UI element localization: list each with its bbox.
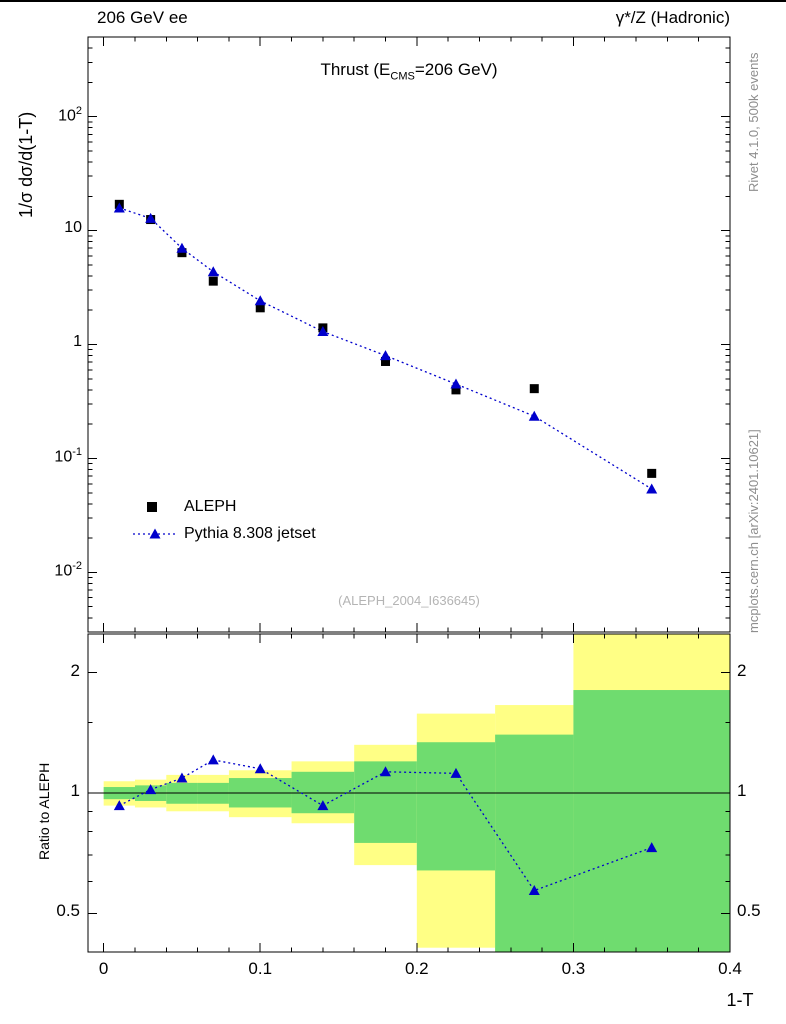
- process-label: γ*/Z (Hadronic): [615, 8, 730, 27]
- title-pre: Thrust (E: [320, 60, 391, 79]
- main-data-series: [113, 199, 658, 494]
- x-axis-label: 1-T: [726, 990, 754, 1010]
- legend-label-aleph: ALEPH: [184, 498, 237, 515]
- mcplots-reference-note: mcplots.cern.ch [arXiv:2401.10621]: [746, 429, 761, 633]
- legend-markers: [133, 502, 177, 539]
- beam-energy-label: 206 GeV ee: [97, 8, 188, 27]
- title-subscript: CMS: [390, 70, 415, 83]
- title-post: =206 GeV): [414, 60, 498, 79]
- rivet-version-note: Rivet 4.1.0, 500k events: [746, 52, 761, 192]
- ratio-y-axis-label: Ratio to ALEPH: [36, 762, 52, 860]
- ratio-uncertainty-bands: [103, 634, 730, 952]
- main-y-axis-label: 1/σ dσ/d(1-T): [16, 111, 36, 218]
- plot-title: Thrust (ECMS=206 GeV): [88, 60, 730, 82]
- ratio-data-series: [113, 754, 658, 896]
- analysis-id-watermark: (ALEPH_2004_I636645): [338, 593, 480, 608]
- axis-ticks: [88, 36, 731, 952]
- legend-label-pythia: Pythia 8.308 jetset: [184, 525, 316, 542]
